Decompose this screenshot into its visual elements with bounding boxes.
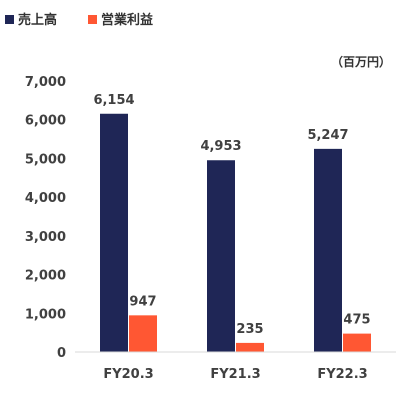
x-tick-label: FY22.3 bbox=[317, 367, 367, 382]
y-tick-label: 2,000 bbox=[25, 269, 66, 284]
bar-operating-profit-FY21.3 bbox=[236, 342, 264, 352]
y-tick-label: 7,000 bbox=[25, 75, 66, 90]
bar-sales-FY22.3 bbox=[314, 148, 342, 352]
y-tick-label: 5,000 bbox=[25, 152, 66, 167]
data-label-operating-profit: 235 bbox=[236, 322, 263, 337]
legend-label-operating-profit: 営業利益 bbox=[101, 12, 153, 28]
y-tick-label: 0 bbox=[57, 346, 66, 361]
legend-swatch-operating-profit bbox=[88, 15, 97, 24]
data-label-sales: 4,953 bbox=[200, 139, 241, 154]
legend-label-sales: 売上高 bbox=[18, 12, 57, 28]
y-axis: 0 1,000 2,000 3,000 4,000 5,000 6,000 7,000 bbox=[25, 75, 66, 361]
bar-sales-FY21.3 bbox=[207, 160, 235, 352]
legend-swatch-sales bbox=[5, 15, 14, 24]
x-tick-label: FY20.3 bbox=[103, 367, 153, 382]
bar-operating-profit-FY20.3 bbox=[129, 315, 157, 352]
y-tick-label: 1,000 bbox=[25, 307, 66, 322]
bar-sales-FY20.3 bbox=[100, 113, 128, 352]
unit-label: （百万円） bbox=[331, 54, 391, 69]
y-tick-label: 4,000 bbox=[25, 191, 66, 206]
bars: 6,154 947 4,953 235 5,247 475 bbox=[93, 93, 371, 352]
bar-operating-profit-FY22.3 bbox=[343, 333, 371, 352]
data-label-sales: 5,247 bbox=[307, 128, 348, 143]
legend: 売上高 営業利益 bbox=[5, 12, 153, 28]
x-axis: FY20.3 FY21.3 FY22.3 bbox=[103, 367, 367, 382]
y-tick-label: 3,000 bbox=[25, 230, 66, 245]
data-label-operating-profit: 475 bbox=[343, 313, 370, 328]
x-tick-label: FY21.3 bbox=[210, 367, 260, 382]
data-label-sales: 6,154 bbox=[93, 93, 134, 108]
y-tick-label: 6,000 bbox=[25, 114, 66, 129]
data-label-operating-profit: 947 bbox=[129, 294, 156, 309]
